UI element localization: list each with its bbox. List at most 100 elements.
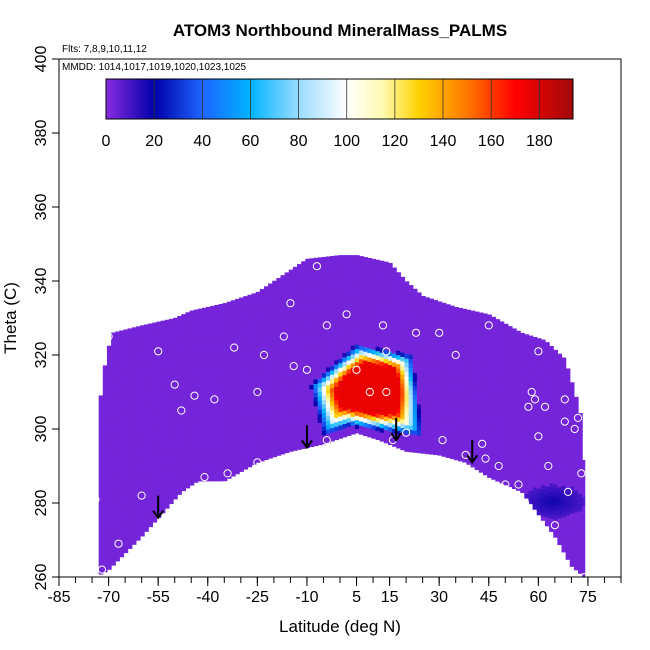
heat-cell: [106, 413, 112, 419]
heat-cell: [160, 432, 166, 438]
heat-cell: [449, 369, 455, 375]
heat-cell: [565, 381, 571, 387]
heat-cell: [420, 422, 426, 428]
heat-cell: [383, 340, 389, 346]
heat-cell: [342, 392, 348, 398]
heat-cell: [462, 404, 468, 410]
heat-cell: [420, 315, 426, 321]
heat-cell: [540, 409, 546, 415]
heat-cell: [123, 481, 129, 487]
heat-cell: [371, 380, 377, 386]
heat-cell: [148, 353, 153, 359]
heat-cell: [115, 494, 120, 500]
heat-cell: [499, 340, 505, 346]
heat-cell: [255, 324, 261, 330]
heat-cell: [350, 393, 356, 400]
heat-cell: [487, 397, 492, 403]
heat-cell: [354, 357, 360, 363]
heat-cell: [557, 495, 563, 501]
heat-cell: [284, 314, 290, 320]
heat-cell: [206, 431, 211, 437]
heat-cell: [532, 367, 538, 373]
heat-cell: [164, 494, 170, 500]
heat-cell: [139, 415, 145, 421]
heat-cell: [284, 385, 290, 391]
heat-cell: [144, 335, 149, 341]
heat-cell: [135, 344, 141, 350]
heat-cell: [573, 507, 579, 513]
heat-cell: [288, 300, 294, 306]
heat-cell: [371, 433, 377, 439]
heat-cell: [520, 385, 525, 391]
heat-cell: [263, 428, 269, 434]
heat-cell: [416, 408, 422, 414]
heat-cell: [115, 401, 120, 407]
heat-cell: [458, 380, 463, 386]
heat-cell: [437, 397, 443, 403]
heat-cell: [321, 323, 327, 329]
heat-cell: [210, 445, 215, 451]
heat-cell: [152, 464, 158, 470]
heat-cell: [123, 525, 129, 531]
heat-cell: [210, 338, 215, 344]
heat-cell: [102, 553, 108, 559]
heat-cell: [330, 263, 335, 269]
heat-cell: [243, 358, 249, 364]
heat-cell: [309, 339, 315, 345]
heat-cell: [532, 504, 538, 510]
heat-cell: [536, 341, 542, 347]
heat-cell: [363, 257, 368, 263]
heat-cell: [189, 329, 195, 335]
heat-cell: [160, 388, 166, 394]
heat-cell: [350, 274, 356, 280]
heat-cell: [540, 369, 546, 375]
heat-cell: [119, 534, 125, 540]
heat-cell: [404, 362, 410, 368]
heat-cell: [359, 256, 364, 258]
heat-cell: [561, 418, 567, 424]
heat-cell: [540, 395, 546, 401]
heat-cell: [98, 427, 104, 433]
chart-title: ATOM3 Northbound MineralMass_PALMS: [173, 21, 507, 40]
heat-cell: [321, 363, 327, 369]
heat-cell: [181, 441, 187, 447]
heat-cell: [325, 326, 331, 332]
heat-cell: [131, 477, 137, 483]
heat-cell: [478, 321, 484, 327]
heat-cell: [251, 406, 257, 412]
heat-cell: [288, 442, 294, 448]
heat-cell: [160, 490, 166, 496]
heat-cell: [247, 382, 253, 388]
heat-cell: [259, 425, 265, 431]
heat-cell: [544, 468, 550, 474]
heat-cell: [549, 406, 554, 413]
heat-cell: [288, 344, 294, 350]
heat-cell: [474, 322, 480, 328]
heat-cell: [474, 318, 480, 324]
sample-point: [253, 387, 262, 397]
heat-cell: [301, 337, 306, 343]
heat-cell: [433, 370, 439, 376]
heat-cell: [387, 275, 393, 281]
heat-cell: [536, 425, 542, 431]
heat-cell: [387, 333, 393, 339]
heat-cell: [557, 526, 563, 532]
heat-cell: [441, 420, 447, 426]
heat-cell: [499, 389, 505, 395]
heat-cell: [487, 314, 492, 319]
heat-cell: [429, 347, 434, 353]
heat-cell: [185, 452, 191, 458]
heat-cell: [359, 385, 364, 391]
heat-cell: [127, 481, 133, 487]
heat-cell: [573, 551, 579, 557]
heat-cell: [532, 482, 538, 488]
heat-cell: [578, 413, 583, 414]
heat-cell: [470, 315, 476, 321]
heat-cell: [507, 433, 513, 439]
heat-cell: [462, 457, 468, 463]
heat-cell: [553, 461, 558, 467]
heat-cell: [582, 461, 586, 467]
heat-cell: [193, 384, 199, 390]
heat-cell: [201, 418, 207, 424]
heat-cell: [420, 395, 426, 401]
